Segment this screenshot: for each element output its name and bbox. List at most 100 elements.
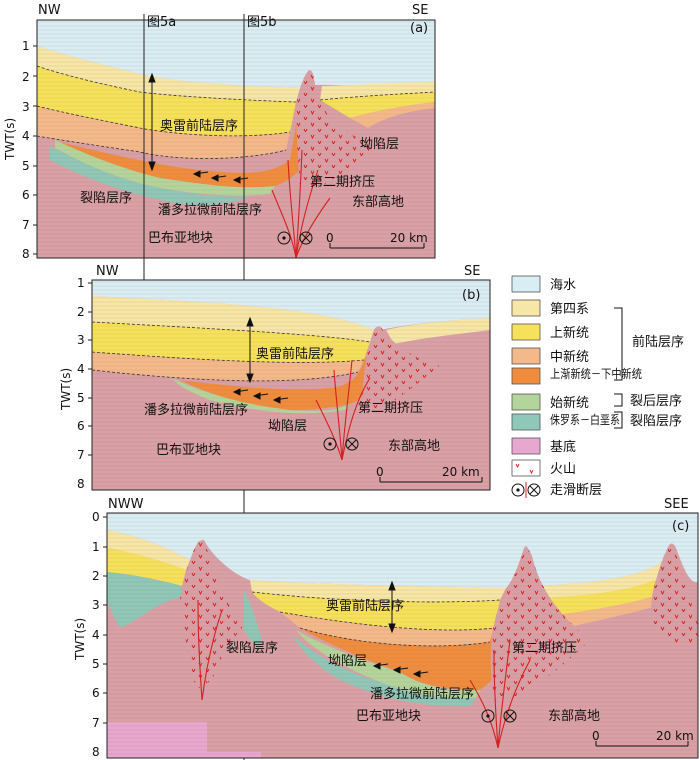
legend-label: 上新统 [550, 325, 589, 341]
scale-end: 20 km [656, 729, 694, 743]
legend-swatch-miocene [511, 347, 541, 365]
panel-tag: (a) [410, 21, 428, 36]
legend-label: 基底 [550, 439, 576, 455]
scale-bar [595, 741, 689, 747]
legend-group-post-rift: 裂后层序 [630, 394, 682, 409]
tick: 7 [77, 448, 85, 462]
label-orogen: 奥雷前陆层序 [256, 346, 334, 362]
legend-label: 走滑断层 [550, 483, 602, 498]
tick: 8 [22, 247, 30, 261]
tick: 5 [92, 657, 100, 671]
label-papua: 巴布亚地块 [156, 443, 221, 458]
label-east-high: 东部高地 [388, 438, 440, 454]
strike-slip-icon [511, 482, 541, 498]
tick: 2 [92, 569, 100, 583]
panel-tag: (c) [672, 519, 689, 534]
tick: 8 [92, 745, 100, 759]
panel-c: NWW SEE (c) 0 1 2 3 4 5 6 7 8 TWT(s) 奥雷前… [73, 497, 699, 759]
label-second-phase: 第二期挤压 [512, 641, 577, 656]
tick: 6 [77, 419, 85, 433]
scale-zero: 0 [592, 729, 600, 743]
legend-swatch-basement [511, 437, 541, 455]
tick: 4 [92, 628, 100, 642]
tick: 2 [22, 70, 30, 84]
legend: 海水 第四系 上新统 中新统 上渐新统－下中新统 始新统 侏罗系－白垩系 基底 … [511, 275, 684, 498]
tick: 1 [92, 540, 100, 554]
tick: 6 [22, 188, 30, 202]
scale-bar [329, 243, 425, 249]
axis-label: TWT(s) [59, 368, 73, 411]
dir-left: NW [96, 264, 119, 279]
label-rift: 裂陷层序 [80, 191, 132, 206]
label-depression: 坳陷层 [268, 419, 307, 434]
tick: 6 [92, 686, 100, 700]
tick: 3 [22, 100, 30, 114]
label-depression: 坳陷层 [360, 137, 399, 152]
tick: 4 [22, 129, 30, 143]
tick: 1 [22, 39, 30, 53]
axis-label: TWT(s) [3, 118, 17, 161]
legend-label: 海水 [550, 278, 576, 293]
tick: 3 [92, 598, 100, 612]
panel-a: 图5a 图5b NW SE (a) 1 2 3 4 5 6 7 8 TWT(s)… [3, 3, 436, 760]
legend-swatch-sea [511, 275, 541, 293]
label-pando: 潘多拉微前陆层序 [158, 202, 262, 218]
dir-right: SE [412, 3, 428, 18]
strike-slip-symbol [481, 709, 517, 723]
dir-right: SEE [664, 497, 689, 512]
legend-label: 始新统 [550, 395, 589, 411]
strike-slip-symbol [323, 437, 359, 451]
dir-left: NW [38, 3, 61, 18]
legend-group-foreland: 前陆层序 [632, 334, 684, 350]
legend-group-rift: 裂陷层序 [630, 414, 682, 429]
legend-swatch-eocene [511, 393, 541, 411]
label-second-phase: 第二期挤压 [310, 175, 375, 190]
legend-swatch-oligo-miocene [511, 367, 541, 385]
tick: 8 [77, 477, 85, 491]
scale-bar [379, 477, 483, 483]
tick: 2 [77, 305, 85, 319]
tick: 0 [92, 510, 100, 524]
axis-label: TWT(s) [73, 618, 87, 661]
legend-swatch-quaternary [511, 299, 541, 317]
section-mark-5b: 图5b [247, 15, 277, 30]
panel-tag: (b) [462, 288, 480, 303]
tick: 5 [22, 159, 30, 173]
legend-label: 侏罗系－白垩系 [550, 412, 620, 427]
tick: 3 [77, 333, 85, 347]
section-mark-5a: 图5a [147, 15, 176, 30]
legend-label: 火山 [550, 462, 576, 477]
tick: 7 [22, 218, 30, 232]
label-pando: 潘多拉微前陆层序 [144, 402, 248, 418]
strike-slip-symbol [277, 231, 313, 245]
legend-swatch-pliocene [511, 323, 541, 341]
scale-end: 20 km [442, 465, 480, 479]
legend-label: 中新统 [550, 349, 589, 365]
label-papua: 巴布亚地块 [356, 709, 421, 724]
scale-end: 20 km [390, 231, 428, 245]
legend-label: 第四系 [550, 302, 589, 317]
legend-swatch-volcano [511, 459, 541, 477]
label-orogen: 奥雷前陆层序 [326, 598, 404, 614]
tick: 1 [77, 276, 85, 290]
dir-left: NWW [108, 497, 144, 512]
label-papua: 巴布亚地块 [148, 231, 213, 246]
legend-swatch-jura-cret [511, 413, 541, 431]
label-orogen: 奥雷前陆层序 [160, 118, 238, 134]
label-depression: 坳陷层 [328, 654, 367, 669]
volcano-icon [515, 463, 534, 475]
tick: 4 [77, 362, 85, 376]
legend-label: 上渐新统－下中新统 [550, 366, 642, 381]
label-rift: 裂陷层序 [226, 641, 278, 656]
scale-zero: 0 [326, 231, 334, 245]
dir-right: SE [464, 264, 480, 279]
label-east-high: 东部高地 [352, 194, 404, 210]
scale-zero: 0 [376, 465, 384, 479]
label-east-high: 东部高地 [548, 708, 600, 724]
tick: 5 [77, 391, 85, 405]
label-second-phase: 第二期挤压 [358, 401, 423, 416]
tick: 7 [92, 716, 100, 730]
label-pando: 潘多拉微前陆层序 [370, 686, 474, 702]
panel-b: NW SE (b) 1 2 3 4 5 6 7 8 TWT(s) 奥雷前陆层序 … [59, 264, 491, 491]
